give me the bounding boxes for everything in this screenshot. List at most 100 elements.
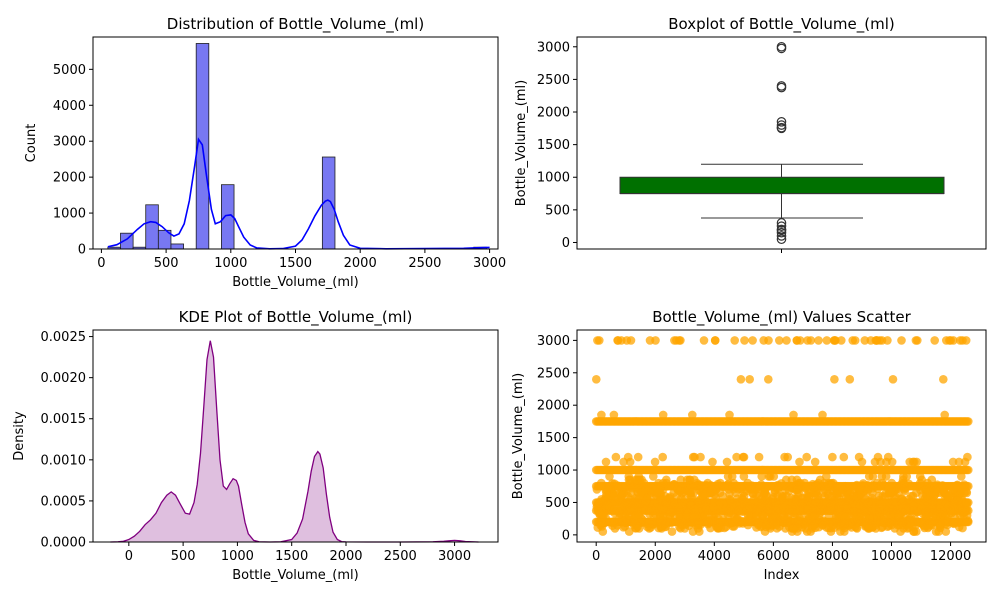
scatter-point [688,410,697,420]
scatter-point [760,488,769,498]
scatter-point [874,491,884,501]
y-tick-label: 500 [545,496,570,511]
scatter-point [809,520,819,530]
x-tick-label: 3000 [438,549,471,564]
scatter-point [758,511,767,520]
scatter-point [879,518,888,527]
scatter-point [624,527,634,536]
scatter-point [900,485,909,494]
scatter-point [673,485,682,494]
scatter-point [905,514,914,523]
y-tick-label: 0.0005 [41,494,87,509]
scatter-point [916,518,926,527]
scatter-point [658,452,667,462]
scatter-point [954,518,963,527]
outlier-point [776,122,787,133]
scatter-point [592,485,602,494]
x-tick-label: 2500 [384,549,417,564]
chart-title: KDE Plot of Bottle_Volume_(ml) [179,308,413,327]
x-axis-label: Index [764,568,800,583]
scatter-point [724,485,733,494]
scatter-point [820,485,829,494]
outlier-point [776,81,787,91]
scatter-point [603,501,612,511]
scatter-point [873,452,883,462]
x-tick-label: 1000 [221,549,254,564]
y-tick-label: 3000 [537,334,570,349]
scatter-point [801,524,810,533]
x-axis-label: Bottle_Volume_(ml) [232,275,358,290]
scatter-point [690,452,699,462]
scatter-point [930,336,939,345]
scatter-point [739,472,749,481]
scatter-point [948,485,958,494]
x-tick-label: 2500 [408,256,441,271]
y-tick-label: 0.0020 [41,371,87,386]
chart-title: Distribution of Bottle_Volume_(ml) [167,15,424,34]
x-tick-label: 0 [592,549,600,564]
y-tick-label: 0.0025 [41,330,87,345]
scatter-point [789,410,798,420]
scatter-point [744,511,753,520]
x-tick-label: 2000 [329,549,362,564]
kde-line [107,137,490,250]
scatter-point [939,375,948,384]
scatter-point [596,497,605,507]
scatter-point [696,452,705,462]
scatter-point [904,503,914,512]
scatter-point [597,410,606,420]
scatter-point [921,511,931,520]
scatter-point [699,336,709,345]
y-axis-label: Density [12,411,27,461]
scatter-point [822,336,832,345]
scatter-point [863,485,872,494]
scatter-point [764,336,773,345]
scatter-point [719,511,728,520]
scatter-point [806,485,816,494]
scatter-point [864,472,874,481]
scatter-point [913,507,922,517]
scatter-point [964,465,973,475]
scatter-point [864,498,873,508]
scatter-points [591,336,973,536]
x-tick-label: 1500 [279,256,312,271]
scatter-point [632,501,641,510]
scatter-point [655,511,665,520]
scatter-point [910,457,919,467]
outlier-point [776,231,787,241]
boxplot-panel: 0 500 1000 1500 2000 2500 3000 Boxplot of Bottl… [514,15,987,253]
scatter-point [814,336,823,345]
scatter-point [962,498,971,507]
scatter-point [856,485,865,494]
scatter-point [634,472,644,481]
x-tick-label: 500 [154,256,179,271]
scatter-point [824,478,833,488]
scatter-point [725,410,734,420]
y-tick-label: 500 [545,203,570,218]
scatter-panel: 0 2000 4000 6000 8000 10000 12000 0 500 1000 1500 2… [511,308,987,583]
scatter-point [964,417,973,426]
scatter-point [944,501,954,511]
scatter-point [864,524,874,533]
x-tick-label: 10000 [871,549,912,564]
scatter-point [955,336,965,345]
chart-title: Boxplot of Bottle_Volume_(ml) [668,15,895,34]
y-tick-label: 2500 [537,366,570,381]
y-tick-label: 1000 [537,464,570,479]
scatter-point [953,496,962,505]
x-tick-label: 8000 [816,549,849,564]
y-tick-label: 3000 [537,40,570,55]
y-tick-label: 4000 [53,99,86,114]
scatter-point [804,491,814,501]
scatter-point [748,336,757,345]
scatter-point [662,502,672,511]
x-tick-label: 1500 [275,549,308,564]
outlier-point [776,41,787,52]
scatter-point [650,457,660,467]
scatter-point [792,336,802,345]
scatter-point [739,488,748,498]
scatter-point [622,488,631,498]
scatter-point [783,452,792,462]
histogram-panel: 0 500 1000 1500 2000 2500 3000 0 1000 2000 3000 400… [24,15,506,290]
